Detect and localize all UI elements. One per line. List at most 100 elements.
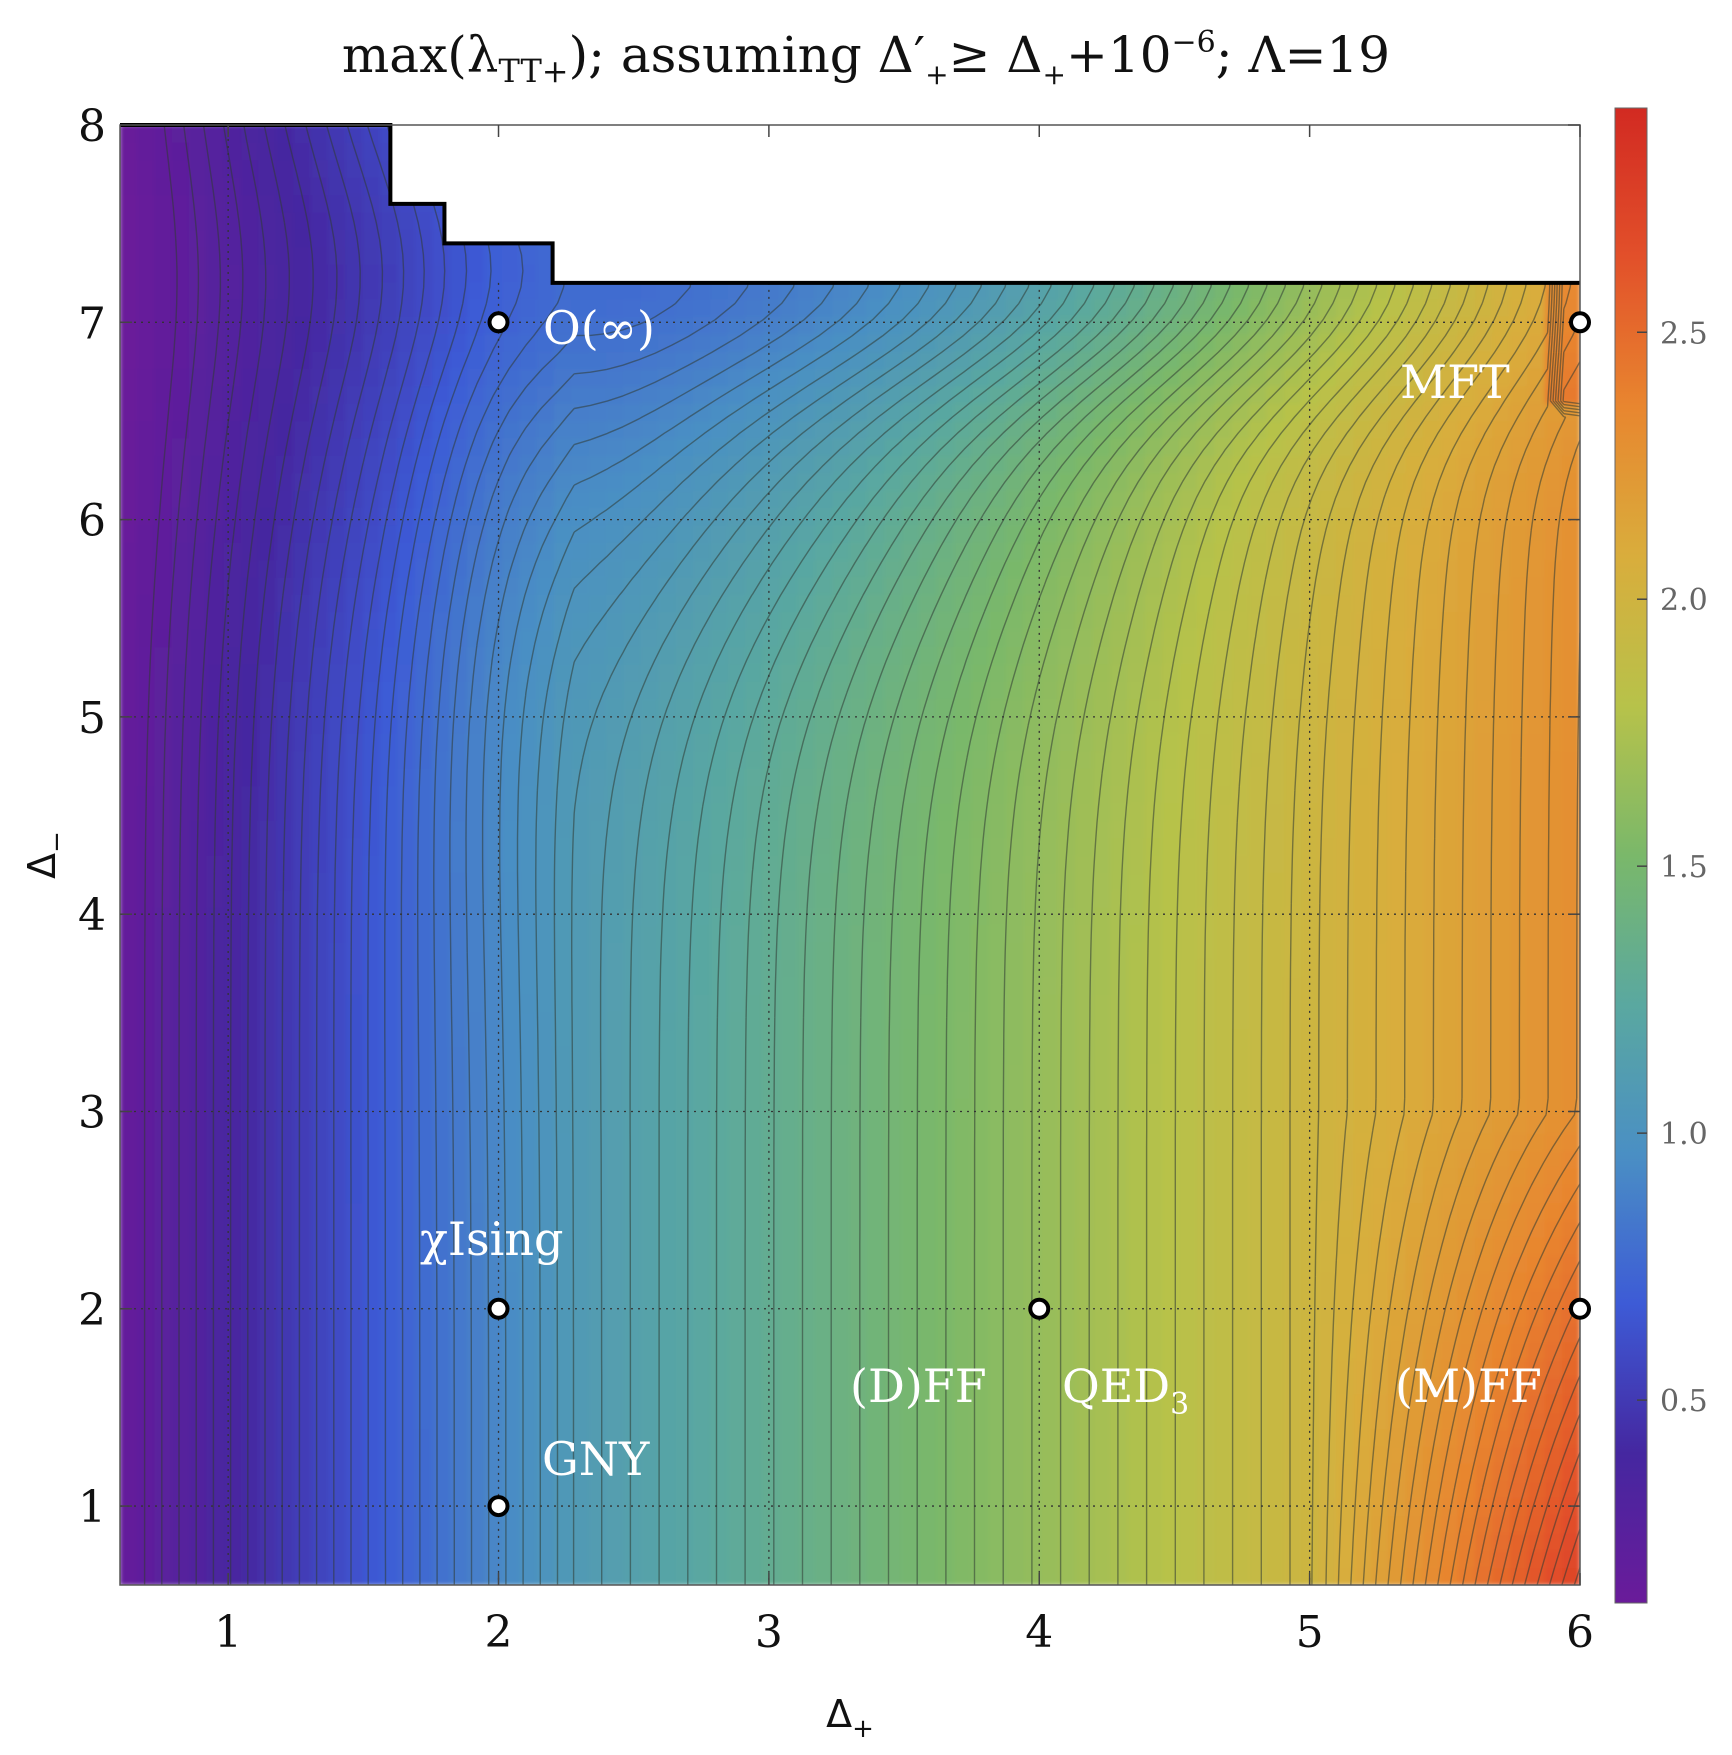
heatmap-cell — [571, 1202, 590, 1221]
heatmap-cell — [727, 993, 747, 1013]
heatmap-cell — [988, 1427, 1008, 1447]
heatmap-cell — [745, 663, 764, 682]
heatmap-cell — [832, 1288, 851, 1308]
heatmap-cell — [866, 1410, 886, 1430]
heatmap-cell — [1005, 350, 1025, 369]
heatmap-cell — [606, 1115, 625, 1134]
heatmap-cell — [1040, 1167, 1060, 1186]
heatmap-cell — [171, 402, 191, 422]
heatmap-cell — [293, 332, 312, 352]
heatmap-cell — [397, 228, 417, 248]
heatmap-cell — [449, 1427, 469, 1447]
heatmap-cell — [640, 1028, 660, 1047]
heatmap-cell — [467, 697, 486, 717]
heatmap-cell — [449, 350, 469, 369]
heatmap-cell — [223, 628, 243, 648]
heatmap-cell — [362, 1080, 382, 1099]
heatmap-cell — [188, 506, 208, 526]
heatmap-cell — [536, 541, 556, 561]
heatmap-cell — [223, 889, 243, 908]
heatmap-cell — [120, 784, 138, 804]
heatmap-cell — [327, 125, 347, 143]
heatmap-cell — [745, 1480, 764, 1499]
heatmap-cell — [275, 871, 295, 891]
heatmap-cell — [484, 1567, 503, 1585]
heatmap-cell — [710, 1480, 729, 1499]
heatmap-cell — [362, 454, 382, 474]
heatmap-cell — [293, 593, 312, 613]
heatmap-cell — [258, 1132, 278, 1152]
heatmap-cell — [536, 1375, 556, 1395]
heatmap-cell — [727, 1010, 747, 1030]
heatmap-cell — [1040, 1393, 1060, 1412]
heatmap-cell — [484, 941, 503, 960]
heatmap-cell — [171, 454, 191, 474]
heatmap-cell — [658, 1341, 677, 1360]
heatmap-cell — [640, 1219, 660, 1238]
heatmap-cell — [553, 697, 573, 717]
heatmap-cell — [432, 680, 451, 700]
heatmap-cell — [397, 1358, 417, 1378]
heatmap-cell — [154, 1549, 173, 1569]
heatmap-cell — [223, 1288, 243, 1308]
heatmap-cell — [606, 1393, 625, 1412]
heatmap-cell — [606, 472, 625, 491]
heatmap-cell — [223, 1149, 243, 1169]
heatmap-cell — [275, 1132, 295, 1152]
heatmap-cell — [936, 889, 955, 908]
heatmap-cell — [414, 1323, 434, 1343]
heatmap-cell — [762, 576, 782, 595]
heatmap-cell — [345, 454, 364, 474]
heatmap-cell — [692, 1271, 712, 1291]
heatmap-cell — [884, 437, 903, 456]
heatmap-cell — [1005, 923, 1025, 943]
heatmap-cell — [692, 1532, 712, 1551]
heatmap-cell — [154, 1132, 173, 1152]
heatmap-cell — [814, 1532, 834, 1551]
heatmap-cell — [136, 1132, 156, 1152]
heatmap-cell — [1144, 1410, 1164, 1430]
heatmap-cell — [953, 784, 973, 804]
heatmap-cell — [345, 332, 364, 352]
heatmap-cell — [432, 332, 451, 352]
heatmap-cell — [623, 1097, 643, 1117]
heatmap-cell — [1005, 941, 1025, 960]
heatmap-cell — [258, 1410, 278, 1430]
heatmap-cell — [241, 906, 260, 926]
heatmap-cell — [310, 125, 330, 143]
heatmap-cell — [571, 489, 590, 508]
heatmap-cell — [1127, 837, 1147, 856]
heatmap-cell — [710, 732, 729, 752]
heatmap-cell — [536, 767, 556, 787]
heatmap-cell — [327, 645, 347, 665]
heatmap-cell — [675, 802, 695, 821]
heatmap-cell — [623, 1375, 643, 1395]
heatmap-cell — [258, 1445, 278, 1464]
heatmap-cell — [258, 958, 278, 978]
heatmap-cell — [606, 1254, 625, 1273]
heatmap-cell — [675, 1254, 695, 1273]
heatmap-cell — [623, 472, 643, 491]
heatmap-cell — [779, 1445, 799, 1464]
heatmap-cell — [1005, 489, 1025, 508]
heatmap-cell — [120, 871, 138, 891]
heatmap-cell — [832, 1549, 851, 1569]
heatmap-cell — [832, 993, 851, 1013]
heatmap-cell — [171, 280, 191, 300]
heatmap-cell — [866, 1149, 886, 1169]
heatmap-cell — [571, 419, 590, 439]
heatmap-cell — [623, 1167, 643, 1186]
heatmap-cell — [519, 976, 538, 995]
heatmap-cell — [120, 506, 138, 526]
heatmap-cell — [327, 1549, 347, 1569]
heatmap-cell — [762, 1184, 782, 1204]
heatmap-cell — [971, 819, 990, 839]
heatmap-cell — [449, 1567, 469, 1585]
heatmap-cell — [414, 923, 434, 943]
heatmap-cell — [658, 1393, 677, 1412]
heatmap-cell — [258, 1184, 278, 1204]
heatmap-cell — [275, 1462, 295, 1482]
heatmap-cell — [275, 1375, 295, 1395]
heatmap-cell — [814, 837, 834, 856]
heatmap-cell — [432, 1062, 451, 1082]
